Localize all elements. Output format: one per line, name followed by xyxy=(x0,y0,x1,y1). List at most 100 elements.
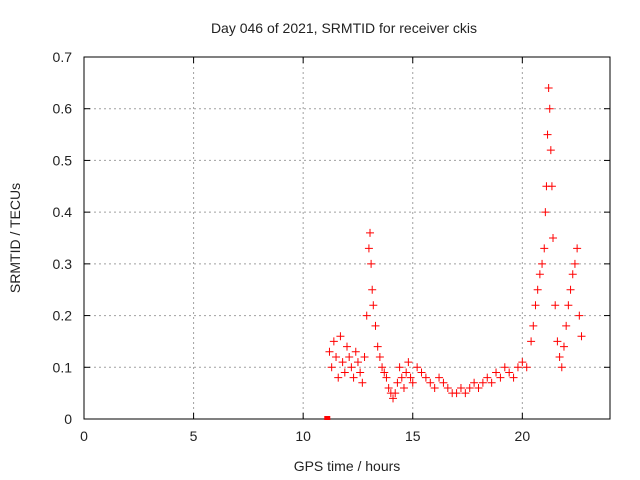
data-point xyxy=(364,244,373,253)
data-point xyxy=(540,244,549,253)
data-point xyxy=(461,389,470,398)
data-point xyxy=(367,259,376,268)
data-point xyxy=(470,378,479,387)
y-tick-label: 0.6 xyxy=(53,101,73,117)
data-point xyxy=(474,383,483,392)
data-point xyxy=(366,228,375,237)
data-point xyxy=(533,285,542,294)
data-point xyxy=(566,285,575,294)
plot-frame xyxy=(83,56,611,420)
chart-title: Day 046 of 2021, SRMTID for receiver cki… xyxy=(211,20,477,36)
data-point xyxy=(573,244,582,253)
data-point xyxy=(553,337,562,346)
data-point xyxy=(325,347,334,356)
data-point xyxy=(577,332,586,341)
data-point xyxy=(404,358,413,367)
data-point xyxy=(332,352,341,361)
data-point xyxy=(329,337,338,346)
data-point xyxy=(371,321,380,330)
data-point xyxy=(426,378,435,387)
data-point xyxy=(518,358,527,367)
y-tick-label: 0.5 xyxy=(53,152,73,168)
data-point xyxy=(399,383,408,392)
data-point xyxy=(541,208,550,217)
data-point-square xyxy=(324,416,331,420)
data-point xyxy=(465,383,474,392)
data-point xyxy=(391,389,400,398)
data-point xyxy=(389,394,398,403)
y-tick-label: 0 xyxy=(64,411,72,427)
data-point xyxy=(544,84,553,93)
data-point xyxy=(334,373,343,382)
data-point xyxy=(575,311,584,320)
x-tick-label: 10 xyxy=(295,428,311,444)
data-point xyxy=(402,368,411,377)
data-point xyxy=(496,373,505,382)
data-point xyxy=(351,347,360,356)
y-tick-label: 0.2 xyxy=(53,308,73,324)
data-points xyxy=(324,84,586,420)
data-point xyxy=(435,373,444,382)
data-point xyxy=(545,104,554,113)
data-point xyxy=(356,368,365,377)
chart-grid xyxy=(84,57,610,419)
data-point xyxy=(382,373,391,382)
data-point xyxy=(360,352,369,361)
data-point xyxy=(413,363,422,372)
data-point xyxy=(535,270,544,279)
data-point xyxy=(549,234,558,242)
data-point xyxy=(443,383,452,392)
data-point xyxy=(397,373,406,382)
data-point xyxy=(393,378,402,387)
y-tick-label: 0.4 xyxy=(53,204,73,220)
data-point xyxy=(546,146,555,155)
data-point xyxy=(408,378,417,387)
data-point xyxy=(406,373,415,382)
data-point xyxy=(570,259,579,268)
data-point xyxy=(522,363,531,372)
data-point xyxy=(340,368,349,377)
data-point xyxy=(551,301,560,310)
y-axis-ticks: 0 0.1 0.2 0.3 0.4 0.5 0.6 0.7 xyxy=(53,49,610,427)
data-point xyxy=(421,373,430,382)
data-point xyxy=(568,270,577,279)
data-point xyxy=(452,389,461,398)
data-point xyxy=(555,352,564,361)
data-point xyxy=(456,383,465,392)
data-point xyxy=(547,182,556,191)
data-point xyxy=(380,368,389,377)
data-point xyxy=(369,301,378,310)
x-tick-label: 15 xyxy=(405,428,421,444)
data-point xyxy=(483,373,492,382)
data-point xyxy=(349,373,358,382)
data-point xyxy=(336,332,345,341)
data-point xyxy=(338,358,347,367)
data-point xyxy=(343,342,351,351)
data-point xyxy=(375,352,384,361)
data-point xyxy=(373,342,382,351)
data-point xyxy=(395,363,404,372)
data-point xyxy=(543,130,552,139)
x-tick-label: 5 xyxy=(190,428,198,444)
x-tick-label: 20 xyxy=(515,428,531,444)
data-point xyxy=(358,378,367,387)
y-axis-label: SRMTID / TECUs xyxy=(7,183,23,293)
data-point xyxy=(417,368,426,377)
data-point xyxy=(513,363,522,372)
data-point xyxy=(345,352,354,361)
data-point xyxy=(562,321,571,330)
data-point xyxy=(430,383,439,392)
data-point xyxy=(478,378,487,387)
y-tick-label: 0.1 xyxy=(53,359,73,375)
data-point xyxy=(557,363,566,372)
data-point xyxy=(347,363,356,372)
data-point xyxy=(509,373,518,382)
y-tick-label: 0.7 xyxy=(53,49,73,65)
data-point xyxy=(327,363,336,372)
data-point xyxy=(531,301,540,310)
x-tick-label: 0 xyxy=(80,428,88,444)
data-point xyxy=(439,378,448,387)
data-point xyxy=(529,321,538,330)
data-point xyxy=(559,342,568,351)
